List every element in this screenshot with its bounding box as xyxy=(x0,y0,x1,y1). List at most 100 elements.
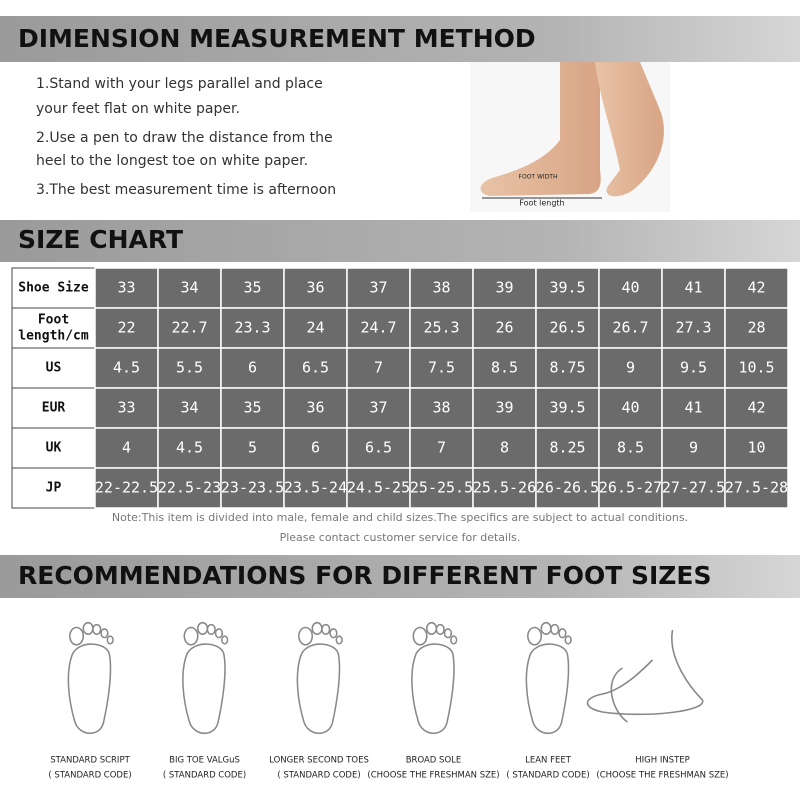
cell-bg xyxy=(94,467,159,509)
cell: 8.5 xyxy=(491,359,518,377)
cell-bg xyxy=(220,347,285,389)
cell: 39 xyxy=(495,279,513,297)
cell: 27-27.5 xyxy=(662,479,725,497)
cell-bg xyxy=(661,427,726,469)
cell-bg xyxy=(157,427,222,469)
cell-bg xyxy=(724,267,789,309)
cell: 34 xyxy=(180,399,198,417)
cell: 8.75 xyxy=(549,359,585,377)
cell: 39 xyxy=(495,399,513,417)
cell: 35 xyxy=(243,279,261,297)
section-title: SIZE CHART xyxy=(18,225,183,254)
cell-bg xyxy=(661,467,726,509)
cell-bg xyxy=(724,347,789,389)
cell-bg xyxy=(598,267,663,309)
cell: 10.5 xyxy=(738,359,774,377)
cell-bg xyxy=(409,427,474,469)
cell: 4.5 xyxy=(176,439,203,457)
cell: 26.5-27 xyxy=(599,479,662,497)
cell: 7 xyxy=(374,359,383,377)
cell: 4 xyxy=(122,439,131,457)
foot-icon xyxy=(586,629,704,723)
cell-bg xyxy=(346,467,411,509)
cell-bg xyxy=(472,427,537,469)
cell-bg xyxy=(220,467,285,509)
cell: 33 xyxy=(117,279,135,297)
foot-type-note: ( STANDARD CODE) xyxy=(163,771,246,781)
note: Please contact customer service for deta… xyxy=(280,531,521,544)
cell: 23-23.5 xyxy=(221,479,284,497)
cell-bg xyxy=(220,427,285,469)
cell-bg xyxy=(283,347,348,389)
cell-bg xyxy=(283,427,348,469)
instructions: 1.Stand with your legs parallel and plac… xyxy=(36,76,336,198)
cell: 26 xyxy=(495,319,513,337)
foot-type-note: ( STANDARD CODE) xyxy=(506,771,589,781)
cell: 39.5 xyxy=(549,399,585,417)
cell-bg xyxy=(535,347,600,389)
cell: 27.5-28 xyxy=(725,479,788,497)
cell: 10 xyxy=(747,439,765,457)
cell: 22.5-23 xyxy=(158,479,221,497)
cell-bg xyxy=(724,387,789,429)
cell-bg xyxy=(94,387,159,429)
cell: 9.5 xyxy=(680,359,707,377)
section-title: DIMENSION MEASUREMENT METHOD xyxy=(18,24,536,53)
cell: 24.7 xyxy=(360,319,396,337)
cell: 23.3 xyxy=(234,319,270,337)
cell: 25-25.5 xyxy=(410,479,473,497)
cell-bg xyxy=(409,267,474,309)
cell: 38 xyxy=(432,399,450,417)
cell-bg xyxy=(472,387,537,429)
cell: 7 xyxy=(437,439,446,457)
row-label-cell xyxy=(11,387,96,429)
foot-type-name: LONGER SECOND TOES xyxy=(269,756,369,766)
row-label: JP xyxy=(46,481,62,496)
foot-type-name: STANDARD SCRIPT xyxy=(50,756,130,766)
section-title: RECOMMENDATIONS FOR DIFFERENT FOOT SIZES xyxy=(18,561,712,590)
cell: 5.5 xyxy=(176,359,203,377)
row-label: EUR xyxy=(42,401,66,416)
cell: 6 xyxy=(311,439,320,457)
cell: 35 xyxy=(243,399,261,417)
cell: 37 xyxy=(369,279,387,297)
size-table: Shoe Size 33 34 35 36 37 38 39 39.5 40 41 42 Footlen… xyxy=(11,267,789,509)
image-label: Foot length xyxy=(519,199,564,208)
cell-bg xyxy=(283,467,348,509)
foot-type-note: (CHOOSE THE FRESHMAN SZE) xyxy=(596,771,728,781)
foot-types: STANDARD SCRIPT ( STANDARD CODE) BIG TOE V… xyxy=(48,621,729,781)
foot-type-name: LEAN FEET xyxy=(525,756,572,766)
cell: 27.3 xyxy=(675,319,711,337)
cell: 25.3 xyxy=(423,319,459,337)
cell: 5 xyxy=(248,439,257,457)
cell-bg xyxy=(346,387,411,429)
instruction-line: your feet flat on white paper. xyxy=(36,101,240,117)
cell-bg xyxy=(472,307,537,349)
cell: 41 xyxy=(684,279,702,297)
cell-bg xyxy=(472,467,537,509)
cell-bg xyxy=(724,307,789,349)
cell: 40 xyxy=(621,279,639,297)
cell: 39.5 xyxy=(549,279,585,297)
foot-type-name: BROAD SOLE xyxy=(406,756,462,766)
row-label-cell xyxy=(11,427,96,469)
header-band xyxy=(0,16,800,62)
cell: 37 xyxy=(369,399,387,417)
foot-photo: FOOT WIDTH Foot length xyxy=(470,62,670,212)
cell-bg xyxy=(346,307,411,349)
cell: 6.5 xyxy=(302,359,329,377)
cell-bg xyxy=(598,427,663,469)
instruction-line: heel to the longest toe on white paper. xyxy=(36,153,308,169)
cell: 41 xyxy=(684,399,702,417)
instruction-line: 1.Stand with your legs parallel and plac… xyxy=(36,76,323,92)
cell: 42 xyxy=(747,279,765,297)
row-label-cell xyxy=(11,347,96,389)
image-label: FOOT WIDTH xyxy=(519,174,558,181)
row-label: US xyxy=(46,361,62,376)
cell-bg xyxy=(346,267,411,309)
cell: 40 xyxy=(621,399,639,417)
cell: 33 xyxy=(117,399,135,417)
foot-type-name: BIG TOE VALGuS xyxy=(169,756,240,766)
header-band xyxy=(0,220,800,262)
